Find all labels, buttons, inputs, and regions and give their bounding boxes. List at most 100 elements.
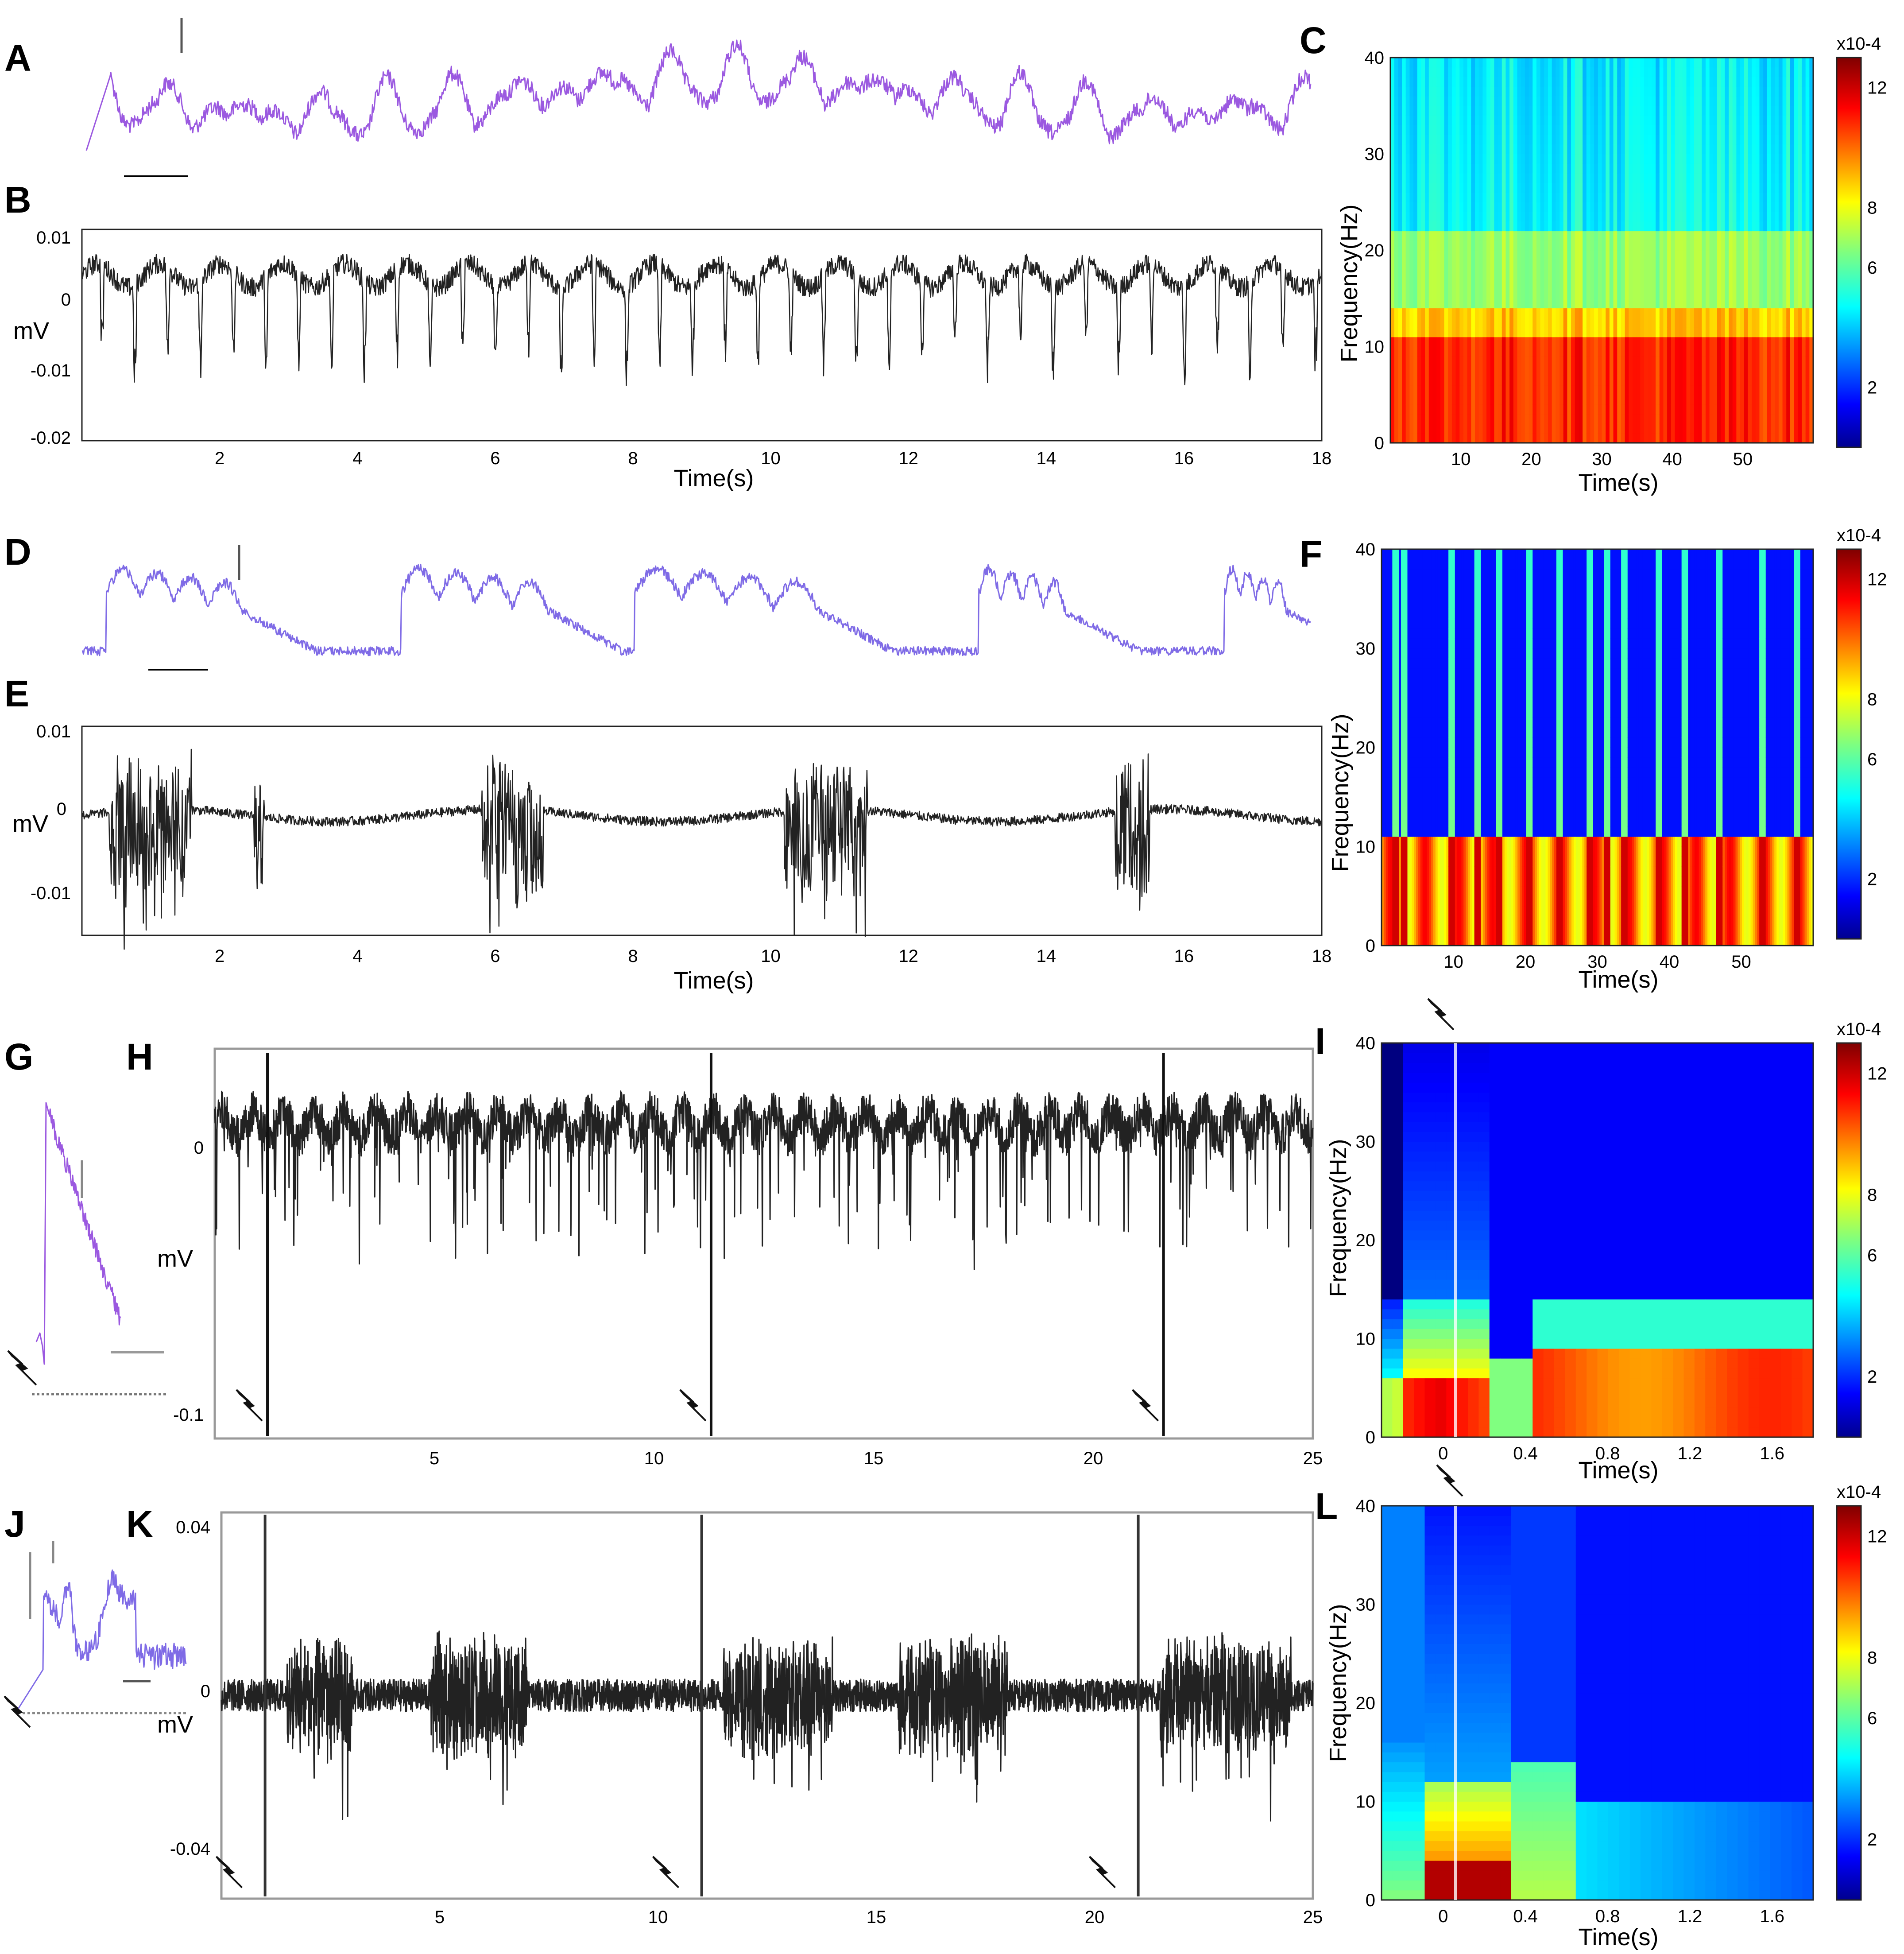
spectrogram-cell <box>1409 221 1414 232</box>
spectrogram-cell <box>1632 346 1637 357</box>
spectrogram-cell <box>1540 289 1544 299</box>
spectrogram-cell <box>1498 86 1502 97</box>
spectrogram-cell <box>1717 240 1722 251</box>
spectrogram-cell <box>1667 221 1672 232</box>
spectrogram-cell <box>1613 346 1618 357</box>
spectrogram-cell <box>1490 260 1495 270</box>
spectrogram-cell <box>1667 173 1672 183</box>
spectrogram-cell <box>1444 96 1448 106</box>
spectrogram-cell <box>1409 105 1414 116</box>
spectrogram-cell <box>1736 182 1741 193</box>
spectrogram-cell <box>1517 86 1521 97</box>
spectrogram-cell <box>1636 385 1641 395</box>
spectrogram-cell <box>1579 289 1583 299</box>
spectrogram-cell <box>1455 356 1460 366</box>
spectrogram-cell <box>1399 708 1401 718</box>
spectrogram-cell <box>1502 115 1506 125</box>
spectrogram-cell <box>1809 423 1814 434</box>
spectrogram-cell <box>1398 96 1402 106</box>
spectrogram-cell <box>1721 182 1725 193</box>
spectrogram-cell <box>1778 298 1783 309</box>
spectrogram-cell <box>1498 182 1502 193</box>
spectrogram-cell <box>1467 182 1471 193</box>
spectrogram-cell <box>1621 115 1625 125</box>
spectrogram-cell <box>1752 182 1756 193</box>
spectrogram-cell <box>1407 896 1410 907</box>
spectrogram-cell <box>1478 67 1483 78</box>
spectrogram-cell <box>1502 202 1506 212</box>
spectrogram-cell <box>1525 327 1529 337</box>
spectrogram-cell <box>1498 375 1502 386</box>
spectrogram-cell <box>1771 269 1775 279</box>
spectrogram-cell <box>1736 327 1741 337</box>
spectrogram-cell <box>1659 212 1664 222</box>
spectrogram-cell <box>1679 135 1683 145</box>
spectrogram-cell <box>1682 375 1687 386</box>
spectrogram-cell <box>1405 86 1410 97</box>
spectrogram-cell <box>1421 86 1425 97</box>
spectrogram-cell <box>1721 337 1725 347</box>
spectrogram-cell <box>1698 289 1702 299</box>
spectrogram-cell <box>1390 846 1393 857</box>
spectrogram-cell <box>1694 58 1699 68</box>
spectrogram-cell <box>1521 173 1525 183</box>
spectrogram-cell <box>1388 688 1391 698</box>
spectrogram-cell <box>1536 77 1541 87</box>
spectrogram-cell <box>1702 414 1706 424</box>
spectrogram-cell <box>1767 250 1772 260</box>
spectrogram-cell <box>1767 356 1772 366</box>
spectrogram-cell <box>1625 308 1629 318</box>
spectrogram-cell <box>1790 433 1795 443</box>
spectrogram-cell <box>1801 163 1806 174</box>
spectrogram-cell <box>1486 240 1491 251</box>
spectrogram-cell <box>1482 144 1487 155</box>
spectrogram-cell <box>1478 414 1483 424</box>
spectrogram-cell <box>1713 115 1718 125</box>
spectrogram-cell <box>1405 125 1410 135</box>
spectrogram-cell <box>1451 125 1456 135</box>
spectrogram-cell <box>1382 708 1384 718</box>
spectrogram-cell <box>1682 192 1687 202</box>
spectrogram-cell <box>1759 212 1764 222</box>
spectrogram-cell <box>1652 269 1656 279</box>
spectrogram-cell <box>1548 115 1552 125</box>
spectrogram-cell <box>1521 423 1525 434</box>
spectrogram-cell <box>1436 154 1441 164</box>
spectrogram-cell <box>1786 77 1791 87</box>
spectrogram-cell <box>1513 385 1518 395</box>
spectrogram-cell <box>1409 260 1414 270</box>
spectrogram-cell <box>1621 202 1625 212</box>
spectrogram-cell <box>1388 886 1391 896</box>
spectrogram-cell <box>1401 678 1404 688</box>
spectrogram-cell <box>1598 395 1602 405</box>
spectrogram-cell <box>1425 105 1429 116</box>
spectrogram-cell <box>1721 67 1725 78</box>
spectrogram-cell <box>1390 202 1395 212</box>
spectrogram-cell <box>1563 86 1567 97</box>
spectrogram-cell <box>1752 279 1756 289</box>
spectrogram-cell <box>1621 260 1625 270</box>
spectrogram-cell <box>1475 375 1479 386</box>
spectrogram-cell <box>1640 433 1645 443</box>
spectrogram-cell <box>1590 433 1594 443</box>
spectrogram-cell <box>1498 318 1502 328</box>
spectrogram-cell <box>1536 366 1541 376</box>
spectrogram-cell <box>1563 250 1567 260</box>
spectrogram-cell <box>1417 385 1422 395</box>
spectrogram-cell <box>1440 279 1445 289</box>
spectrogram-cell <box>1403 648 1406 659</box>
spectrogram-cell <box>1675 327 1679 337</box>
spectrogram-cell <box>1402 423 1406 434</box>
spectrogram-cell <box>1383 767 1386 778</box>
spectrogram-cell <box>1405 366 1410 376</box>
spectrogram-cell <box>1482 125 1487 135</box>
spectrogram-cell <box>1805 154 1810 164</box>
spectrogram-cell <box>1390 817 1393 827</box>
spectrogram-cell <box>1509 337 1514 347</box>
spectrogram-cell <box>1505 212 1510 222</box>
spectrogram-cell <box>1809 115 1814 125</box>
spectrogram-cell <box>1382 797 1384 807</box>
spectrogram-cell <box>1640 346 1645 357</box>
spectrogram-cell <box>1509 202 1514 212</box>
spectrogram-cell <box>1490 289 1495 299</box>
